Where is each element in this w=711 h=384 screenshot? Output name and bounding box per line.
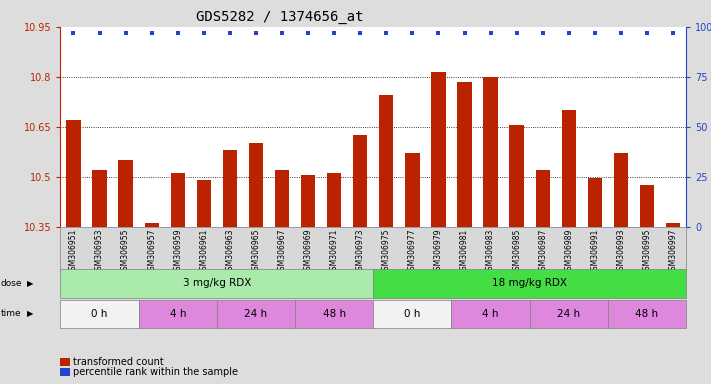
Text: 4 h: 4 h (482, 309, 499, 319)
Point (407, 30, 418, 36)
Point (668, 30, 679, 36)
Bar (353, 135, 368, 227)
Text: GSM306973: GSM306973 (356, 229, 365, 275)
Point (589, 30, 601, 36)
Text: ▶: ▶ (27, 279, 33, 288)
Point (198, 30, 210, 36)
Bar (432, 72, 446, 227)
Text: ▶: ▶ (27, 310, 33, 318)
Point (485, 30, 496, 36)
Point (94, 30, 105, 36)
Point (537, 30, 548, 36)
Bar (510, 125, 524, 227)
Text: GSM306955: GSM306955 (121, 229, 130, 275)
Text: GSM306985: GSM306985 (512, 229, 521, 275)
Bar (562, 110, 576, 227)
Bar (92, 170, 107, 227)
Bar (197, 180, 211, 227)
Point (68, 30, 79, 36)
Text: GSM306953: GSM306953 (95, 229, 104, 275)
Point (563, 30, 574, 36)
Point (224, 30, 235, 36)
Bar (457, 82, 471, 227)
Text: time: time (1, 310, 21, 318)
Text: GSM306951: GSM306951 (69, 229, 78, 275)
Text: GSM306971: GSM306971 (330, 229, 338, 275)
Point (328, 30, 340, 36)
Text: 24 h: 24 h (245, 309, 267, 319)
Bar (588, 178, 602, 227)
Text: 3 mg/kg RDX: 3 mg/kg RDX (183, 278, 251, 288)
Bar (483, 77, 498, 227)
Text: GSM306977: GSM306977 (408, 229, 417, 275)
Text: 4 h: 4 h (169, 309, 186, 319)
Bar (275, 170, 289, 227)
Text: GSM306997: GSM306997 (668, 229, 678, 275)
Point (511, 30, 523, 36)
Point (172, 30, 183, 36)
Text: 18 mg/kg RDX: 18 mg/kg RDX (492, 278, 567, 288)
Text: GSM306969: GSM306969 (304, 229, 313, 275)
Bar (614, 153, 628, 227)
Text: GSM306967: GSM306967 (277, 229, 287, 275)
Bar (144, 223, 159, 227)
Text: percentile rank within the sample: percentile rank within the sample (73, 367, 238, 377)
Text: GSM306991: GSM306991 (590, 229, 599, 275)
Point (459, 30, 470, 36)
Bar (171, 173, 185, 227)
Point (277, 30, 288, 36)
Point (120, 30, 132, 36)
Text: 48 h: 48 h (323, 309, 346, 319)
Text: transformed count: transformed count (73, 357, 164, 367)
Bar (327, 173, 341, 227)
Bar (66, 120, 80, 227)
Text: GDS5282 / 1374656_at: GDS5282 / 1374656_at (196, 10, 363, 23)
Bar (666, 223, 680, 227)
Bar (119, 160, 133, 227)
Bar (301, 175, 315, 227)
Point (250, 30, 262, 36)
Text: 24 h: 24 h (557, 309, 580, 319)
Point (380, 30, 392, 36)
Text: GSM306983: GSM306983 (486, 229, 495, 275)
Point (433, 30, 444, 36)
Text: 48 h: 48 h (636, 309, 658, 319)
Text: GSM306965: GSM306965 (252, 229, 260, 275)
Text: GSM306959: GSM306959 (173, 229, 182, 275)
Bar (379, 95, 393, 227)
Bar (405, 153, 419, 227)
Text: GSM306975: GSM306975 (382, 229, 391, 275)
Text: GSM306993: GSM306993 (616, 229, 626, 275)
Bar (249, 143, 263, 227)
Text: GSM306963: GSM306963 (225, 229, 235, 275)
Bar (640, 185, 654, 227)
Text: GSM306957: GSM306957 (147, 229, 156, 275)
Bar (223, 150, 237, 227)
Text: 0 h: 0 h (404, 309, 421, 319)
Text: GSM306987: GSM306987 (538, 229, 547, 275)
Text: GSM306989: GSM306989 (565, 229, 573, 275)
Text: GSM306995: GSM306995 (643, 229, 651, 275)
Point (355, 30, 366, 36)
Text: GSM306981: GSM306981 (460, 229, 469, 275)
Point (615, 30, 626, 36)
Point (641, 30, 653, 36)
Text: GSM306979: GSM306979 (434, 229, 443, 275)
Text: GSM306961: GSM306961 (199, 229, 208, 275)
Text: dose: dose (1, 279, 22, 288)
Point (146, 30, 157, 36)
Text: 0 h: 0 h (91, 309, 108, 319)
Point (302, 30, 314, 36)
Bar (535, 170, 550, 227)
